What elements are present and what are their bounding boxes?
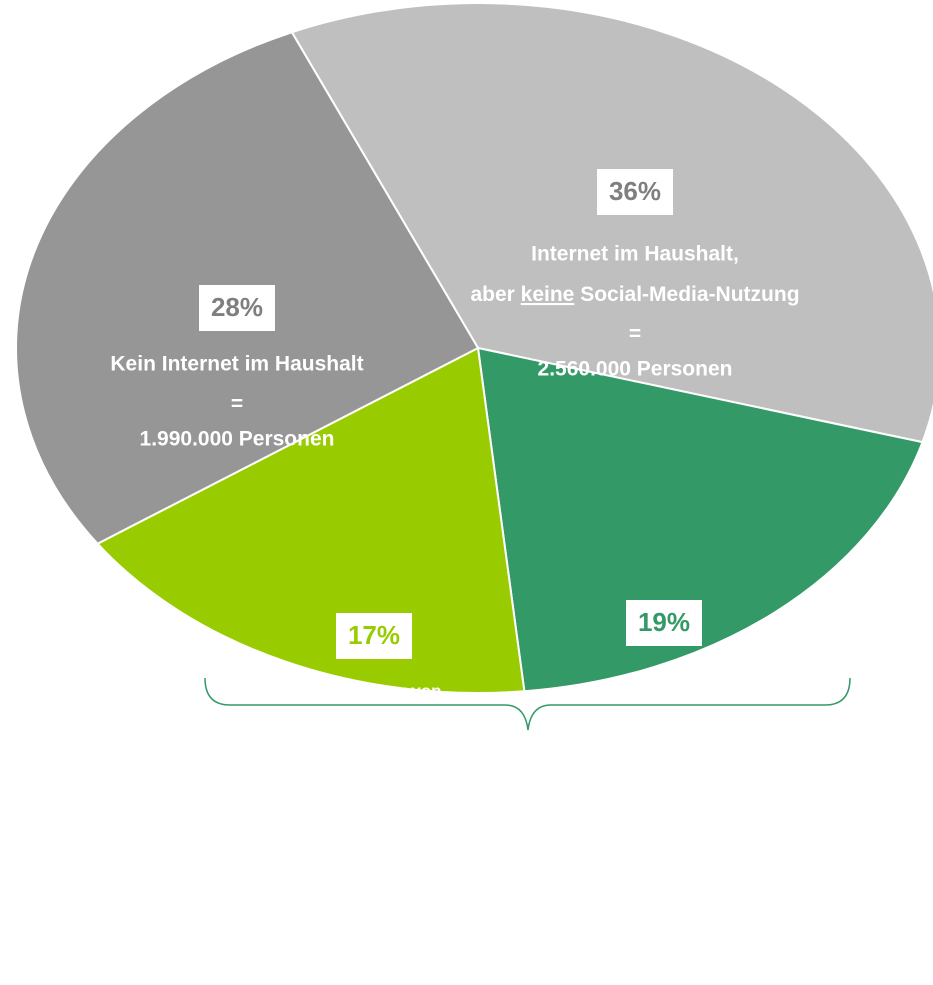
slice-label-line: 1.210.000 Personen [295, 804, 453, 823]
slice-label-line: = [629, 323, 641, 346]
slice-label-line: 2.560.000 Personen [538, 358, 733, 381]
percent-box [199, 285, 275, 331]
slice-label-line: Kein Internet im Haushalt [110, 353, 363, 376]
percent-label: 28% [211, 292, 263, 322]
percent-label: 19% [638, 607, 690, 637]
label-segment: aber [470, 283, 520, 306]
slice-label-line: Social-Media- [319, 711, 429, 730]
percent-box [626, 600, 702, 646]
label-segment: Social-Media-Nutzung [574, 283, 799, 306]
slice-label-line: = [231, 393, 243, 416]
slice-label-line: 1.350.000 Personen [585, 801, 743, 820]
percent-label: 17% [348, 620, 400, 650]
slice-label-line: 1.990.000 Personen [140, 428, 335, 451]
slice-label-line: Anwendungen [315, 741, 432, 760]
slice-label-line: Light-Nutzer von [306, 681, 441, 700]
pie-slice [95, 346, 526, 694]
pie-slice [290, 2, 933, 444]
labels: 36% Internet im Haushalt, aber keine Socia… [110, 169, 800, 823]
percent-box [597, 169, 673, 215]
slice-label-line: = [369, 774, 379, 793]
slices [15, 2, 933, 694]
percent-label: 36% [609, 176, 661, 206]
slice-label-line: = [659, 771, 669, 790]
slice-label-line: Heavy-Nutzer von [592, 679, 736, 698]
pie-slice [476, 346, 924, 693]
slice-label-line: Internet im Haushalt, [531, 243, 739, 266]
label-segment: keine [521, 283, 575, 306]
percent-box [336, 613, 412, 659]
brace [204, 677, 851, 731]
slice-label-line: Anwendungen [605, 741, 722, 760]
slice-label-line: aber keine Social-Media-Nutzung [470, 283, 799, 306]
slice-label-line: Social-Media- [609, 710, 719, 729]
